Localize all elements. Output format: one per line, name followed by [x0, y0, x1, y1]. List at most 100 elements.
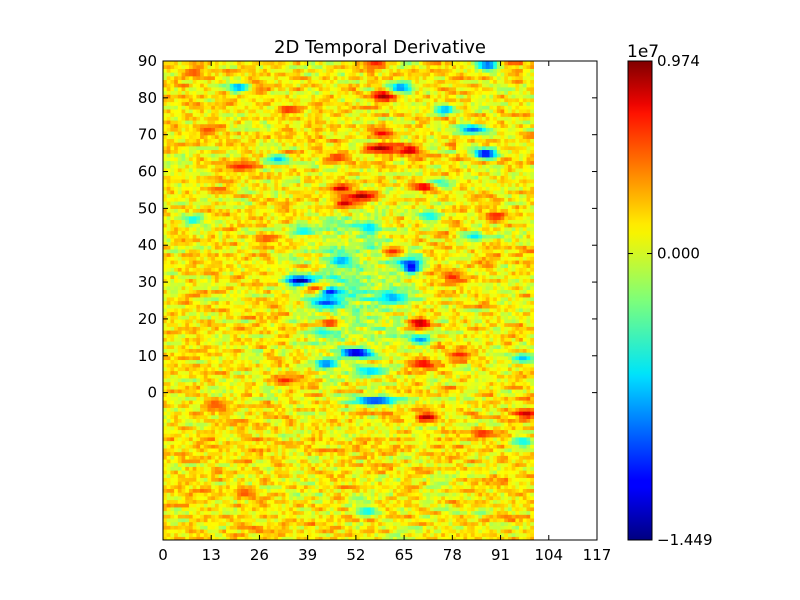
heatmap-cell: [515, 429, 520, 434]
heatmap-cell: [233, 466, 238, 471]
heatmap-cell: [452, 536, 457, 540]
heatmap-cell: [482, 451, 487, 456]
heatmap-cell: [188, 488, 194, 493]
heatmap-cell: [437, 488, 442, 493]
heatmap-cell: [285, 514, 290, 519]
heatmap-cell: [418, 422, 424, 427]
heatmap-cell: [359, 455, 364, 460]
heatmap-cell: [196, 385, 201, 390]
heatmap-cell: [255, 506, 261, 512]
heatmap-cell: [507, 425, 513, 431]
heatmap-cell: [281, 444, 287, 449]
heatmap-cell: [411, 532, 416, 537]
heatmap-cell: [452, 363, 457, 368]
heatmap-cell: [459, 429, 465, 434]
heatmap-cell: [244, 481, 249, 486]
heatmap-cell: [370, 370, 376, 375]
heatmap-cell: [322, 517, 327, 523]
heatmap-cell: [311, 385, 316, 390]
heatmap-cell: [418, 462, 424, 467]
heatmap-cell: [463, 495, 468, 501]
heatmap-cell: [370, 440, 376, 445]
heatmap-cell: [203, 422, 209, 427]
heatmap-cell: [407, 363, 413, 368]
heatmap-cell: [485, 536, 491, 540]
heatmap-cell: [444, 451, 450, 456]
heatmap-cell: [292, 466, 298, 471]
heatmap-cell: [496, 370, 502, 375]
heatmap-cell: [222, 403, 227, 408]
heatmap-cell: [229, 477, 235, 482]
heatmap-cell: [474, 444, 479, 449]
heatmap-cell: [430, 425, 435, 431]
heatmap-cell: [489, 462, 494, 467]
heatmap-cell: [226, 366, 231, 372]
heatmap-cell: [355, 492, 361, 497]
heatmap-cell: [404, 510, 409, 515]
heatmap-cell: [348, 458, 353, 464]
heatmap-cell: [452, 359, 457, 364]
heatmap-cell: [422, 370, 427, 375]
heatmap-cell: [352, 414, 357, 419]
heatmap-cell: [389, 447, 394, 453]
heatmap-cell: [211, 499, 216, 504]
heatmap-cell: [515, 385, 520, 390]
heatmap-cell: [470, 466, 476, 471]
heatmap-cell: [289, 444, 294, 449]
heatmap-cell: [296, 477, 301, 482]
heatmap-cell: [266, 363, 272, 368]
heatmap-cell: [489, 466, 494, 471]
heatmap-cell: [281, 370, 287, 375]
heatmap-cell: [485, 363, 491, 368]
heatmap-cell: [463, 447, 468, 453]
heatmap-cell: [352, 444, 357, 449]
heatmap-cell: [218, 451, 223, 456]
heatmap-cell: [252, 377, 257, 383]
heatmap-cell: [474, 388, 479, 394]
heatmap-cell: [322, 462, 327, 467]
heatmap-cell: [515, 355, 520, 361]
heatmap-cell: [415, 399, 420, 405]
heatmap-cell: [515, 536, 520, 540]
heatmap-cell: [322, 433, 327, 438]
heatmap-cell: [318, 447, 324, 453]
heatmap-cell: [192, 414, 197, 419]
heatmap-cell: [207, 381, 212, 386]
heatmap-cell: [274, 411, 279, 416]
heatmap-cell: [266, 418, 272, 423]
heatmap-cell: [285, 403, 290, 408]
heatmap-cell: [300, 388, 305, 394]
heatmap-cell: [240, 466, 246, 471]
heatmap-cell: [285, 447, 290, 453]
heatmap-cell: [444, 359, 450, 364]
heatmap-cell: [303, 392, 309, 397]
heatmap-cell: [222, 385, 227, 390]
heatmap-cell: [266, 484, 272, 490]
heatmap-cell: [485, 525, 491, 530]
heatmap-cell: [163, 473, 168, 478]
heatmap-cell: [292, 396, 298, 401]
heatmap-cell: [496, 359, 502, 364]
heatmap-cell: [318, 499, 324, 504]
heatmap-cell: [352, 374, 357, 379]
heatmap-cell: [522, 528, 528, 534]
heatmap-cell: [263, 469, 268, 475]
heatmap-cell: [207, 473, 212, 478]
heatmap-cell: [255, 392, 261, 397]
heatmap-cell: [240, 495, 246, 501]
heatmap-cell: [370, 481, 376, 486]
heatmap-cell: [333, 495, 338, 501]
heatmap-cell: [489, 429, 494, 434]
heatmap-cell: [392, 385, 398, 390]
heatmap-cell: [315, 484, 320, 490]
heatmap-cell: [404, 455, 409, 460]
heatmap-cell: [266, 355, 272, 361]
heatmap-cell: [381, 444, 387, 449]
heatmap-cell: [315, 411, 320, 416]
heatmap-cell: [200, 422, 205, 427]
heatmap-cell: [244, 366, 249, 372]
heatmap-cell: [430, 399, 435, 405]
heatmap-cell: [237, 403, 242, 408]
heatmap-cell: [277, 355, 283, 361]
heatmap-cell: [292, 458, 298, 464]
